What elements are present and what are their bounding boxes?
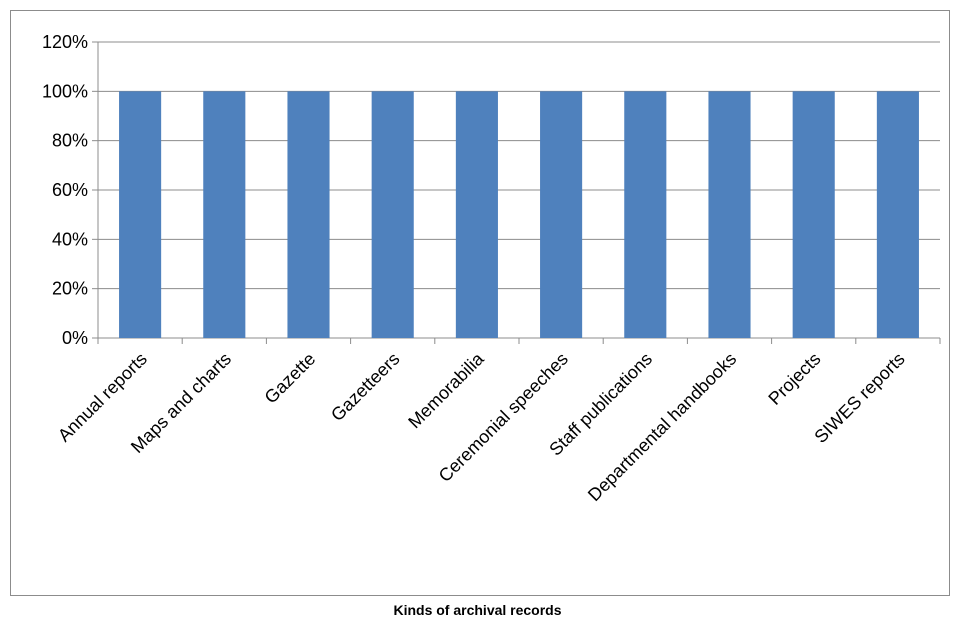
y-tick-label: 60% (52, 180, 88, 200)
bar (371, 91, 414, 338)
x-tick-label: Memorabilia (404, 348, 488, 432)
y-tick-label: 20% (52, 279, 88, 299)
x-tick-label: SIWES reports (810, 349, 908, 447)
x-tick-label: Projects (764, 349, 824, 409)
bar (287, 91, 330, 338)
bar (540, 91, 583, 338)
bar (119, 91, 162, 338)
y-tick-label: 40% (52, 229, 88, 249)
bar (708, 91, 751, 338)
bar (624, 91, 667, 338)
bar (455, 91, 498, 338)
y-tick-label: 120% (42, 32, 88, 52)
y-tick-label: 80% (52, 131, 88, 151)
x-tick-label: Annual reports (54, 349, 151, 446)
y-tick-label: 0% (62, 328, 88, 348)
x-tick-label: Gazetteers (327, 349, 403, 425)
y-tick-label: 100% (42, 81, 88, 101)
bar (876, 91, 919, 338)
bar-chart: 0%20%40%60%80%100%120%Annual reportsMaps… (42, 32, 941, 505)
x-tick-label: Departmental handbooks (584, 349, 740, 505)
bar (203, 91, 246, 338)
x-axis-label: Kinds of archival records (393, 602, 562, 618)
bar (792, 91, 835, 338)
x-tick-label: Gazette (261, 349, 320, 408)
